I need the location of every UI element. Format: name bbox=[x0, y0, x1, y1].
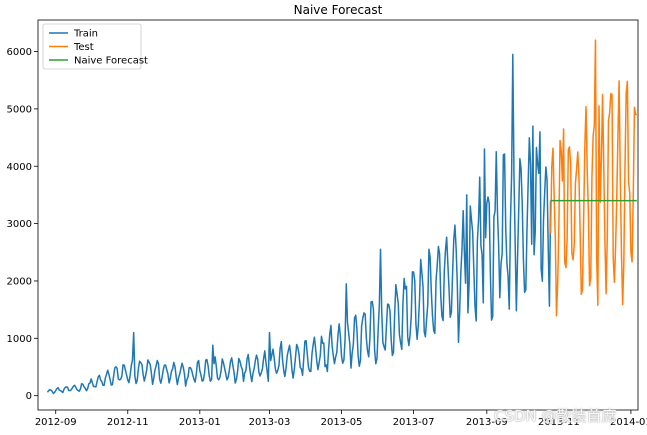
x-axis: 2012-09 2012-11 2013-01 2013-03 2013-05 2013-… bbox=[35, 410, 647, 428]
y-tick-label: 0 bbox=[26, 391, 32, 402]
legend: Train Test Naive Forecast bbox=[42, 23, 148, 70]
legend-label: Train bbox=[73, 29, 98, 40]
y-tick-label: 6000 bbox=[7, 47, 32, 58]
legend-label: Test bbox=[73, 42, 94, 53]
x-tick-label: 2013-09 bbox=[466, 417, 508, 428]
x-tick-label: 2013-01 bbox=[179, 417, 221, 428]
legend-label: Naive Forecast bbox=[74, 56, 148, 67]
series-layer bbox=[46, 39, 637, 395]
y-axis: 0 1000 2000 3000 4000 5000 6000 bbox=[7, 47, 38, 402]
y-tick-label: 1000 bbox=[7, 334, 32, 345]
y-tick-label: 3000 bbox=[7, 219, 32, 230]
y-tick-label: 2000 bbox=[7, 276, 32, 287]
legend-box bbox=[42, 23, 142, 70]
y-tick-label: 4000 bbox=[7, 162, 32, 173]
x-tick-label: 2013-11 bbox=[538, 417, 580, 428]
series-line-train bbox=[46, 53, 552, 395]
x-tick-label: 2013-05 bbox=[321, 417, 363, 428]
watermark: CSDN @散装首席 bbox=[494, 407, 617, 425]
y-tick-label: 5000 bbox=[7, 104, 32, 115]
series-line-test bbox=[549, 39, 637, 317]
x-tick-label: 2014-01 bbox=[610, 417, 647, 428]
x-tick-label: 2013-07 bbox=[393, 417, 435, 428]
x-tick-label: 2012-09 bbox=[35, 417, 77, 428]
x-tick-label: 2012-11 bbox=[107, 417, 149, 428]
chart-title: Naive Forecast bbox=[294, 3, 383, 17]
x-tick-label: 2013-03 bbox=[249, 417, 291, 428]
plot-frame bbox=[37, 19, 639, 411]
